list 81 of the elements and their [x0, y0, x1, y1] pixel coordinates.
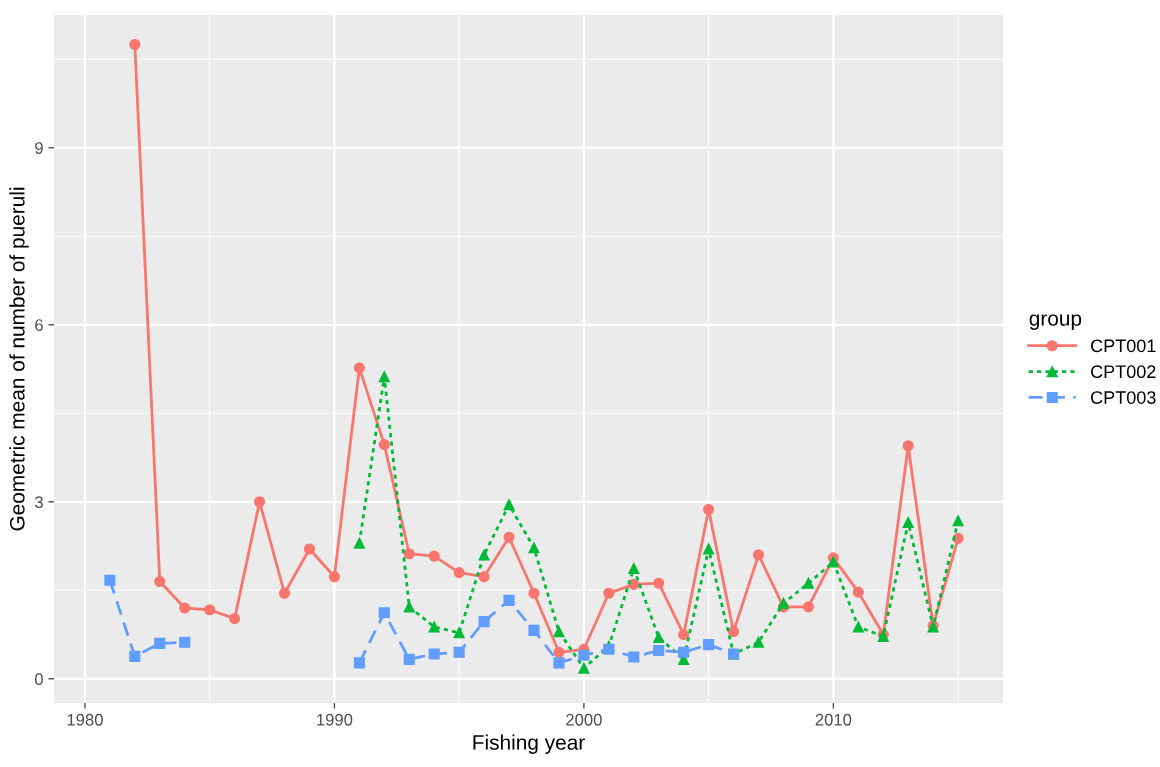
- point: [852, 586, 864, 598]
- point: [154, 575, 166, 588]
- point: [553, 657, 565, 669]
- x-tick-label: 1980: [67, 713, 103, 726]
- point: [303, 543, 316, 555]
- point: [254, 496, 266, 508]
- point: [553, 646, 565, 658]
- point: [229, 613, 241, 625]
- point: [428, 621, 440, 633]
- point: [703, 503, 715, 516]
- point: [952, 515, 964, 527]
- point: [628, 562, 640, 575]
- point: [278, 587, 291, 599]
- point: [902, 516, 914, 529]
- point: [353, 537, 365, 549]
- point: [528, 587, 540, 599]
- point: [752, 549, 765, 561]
- point: [478, 571, 490, 583]
- y-axis-title: Geometric mean of number of pueruli: [9, 187, 29, 531]
- point: [827, 556, 839, 568]
- point: [478, 616, 490, 628]
- legend-title: group: [1029, 314, 1082, 330]
- point: [179, 636, 191, 648]
- point: [453, 646, 465, 658]
- legend-label: CPT001: [1091, 339, 1156, 353]
- legend-label: CPT002: [1091, 365, 1156, 379]
- point: [653, 644, 665, 657]
- point: [403, 548, 415, 560]
- y-tick-label: 3: [34, 496, 43, 508]
- y-tick-label: 6: [35, 319, 43, 331]
- point: [478, 549, 490, 561]
- point: [628, 651, 640, 663]
- point: [603, 587, 615, 599]
- point: [353, 657, 365, 669]
- x-axis-title: Fishing year: [473, 734, 585, 754]
- point: [179, 602, 191, 614]
- point: [453, 567, 465, 579]
- point: [653, 577, 665, 589]
- legend-label: CPT003: [1091, 391, 1156, 404]
- point: [902, 440, 914, 452]
- x-tick-label: 2010: [815, 713, 852, 726]
- point: [428, 550, 440, 562]
- point: [603, 643, 615, 655]
- x-tick-label: 2000: [566, 713, 602, 726]
- point: [852, 621, 864, 633]
- point: [728, 626, 740, 638]
- point: [553, 626, 565, 638]
- point: [353, 362, 365, 374]
- point: [428, 648, 440, 660]
- point: [378, 439, 390, 451]
- point: [129, 650, 141, 662]
- point: [578, 649, 590, 661]
- point: [777, 597, 790, 609]
- point: [378, 371, 390, 383]
- point: [752, 636, 765, 648]
- point: [703, 543, 715, 555]
- point: [802, 601, 814, 613]
- point: [678, 628, 690, 641]
- point: [453, 627, 465, 639]
- point: [328, 571, 340, 583]
- point: [628, 578, 640, 590]
- point: [403, 653, 415, 665]
- point: [503, 531, 515, 543]
- point: [802, 577, 814, 589]
- point: [678, 646, 690, 658]
- y-tick-label: 9: [35, 142, 43, 154]
- point: [403, 601, 415, 613]
- point: [528, 624, 540, 636]
- point: [378, 607, 390, 619]
- point: [129, 38, 141, 51]
- point: [503, 499, 515, 511]
- point: [503, 594, 515, 606]
- point: [653, 631, 665, 644]
- point: [578, 662, 590, 674]
- y-tick-label: 0: [34, 673, 43, 686]
- x-tick-label: 1990: [317, 713, 353, 726]
- point: [204, 604, 216, 616]
- point: [104, 574, 116, 586]
- point: [703, 639, 715, 651]
- point: [528, 542, 540, 554]
- point: [154, 637, 166, 649]
